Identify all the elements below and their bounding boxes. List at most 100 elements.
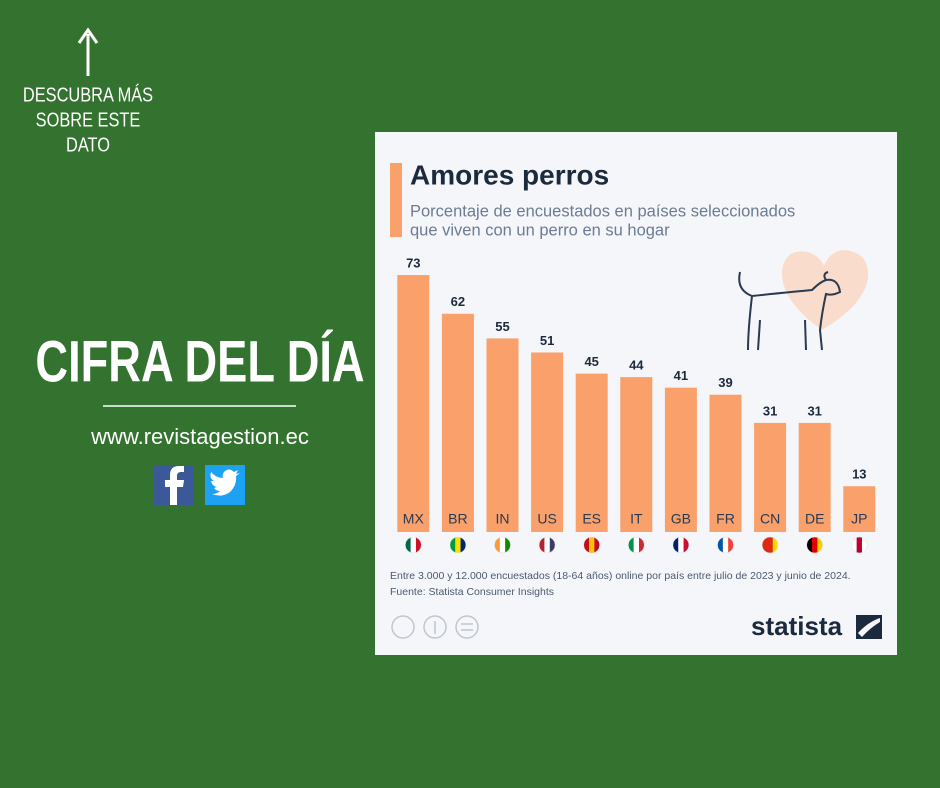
bar [709, 394, 742, 532]
bar [664, 387, 697, 532]
accent-bar [390, 163, 402, 237]
bar [620, 377, 653, 532]
flag-stripe [861, 537, 868, 553]
cta-line: DESCUBRA MÁS [23, 83, 153, 106]
chart-subtitle: que viven con un perro en su hogar [410, 221, 670, 239]
source: Fuente: Statista Consumer Insights [390, 586, 554, 598]
category-label: CN [760, 511, 780, 527]
category-label: FR [716, 511, 735, 527]
license-icons [391, 615, 479, 639]
value-label: 39 [718, 375, 732, 390]
nd-icon [455, 615, 479, 639]
flag-stripe [728, 537, 734, 553]
flag-outline [628, 536, 645, 554]
flag-stripe [499, 537, 506, 553]
flag-outline [405, 536, 422, 554]
flag-stripe [505, 537, 511, 553]
flag-stripe [544, 537, 551, 553]
flag-stripe [722, 537, 729, 553]
brand-logo-mark [858, 618, 880, 637]
flag-stripe [672, 537, 679, 553]
url: www.revistagestion.ec [90, 424, 309, 449]
flag-stripe [549, 537, 556, 553]
flag-stripe [583, 537, 590, 553]
facebook-glyph [165, 466, 184, 505]
flag-outline [717, 536, 734, 554]
flag-stripe [772, 537, 779, 553]
flag-stripe [638, 537, 645, 553]
chart-title: Amores perros [410, 159, 609, 190]
flag-stripe [405, 537, 411, 553]
flag-stripe [539, 537, 545, 553]
flag-stripe [851, 537, 857, 553]
chart-subtitle: Porcentaje de encuestados en países sele… [410, 202, 795, 220]
flag-stripe [812, 537, 818, 553]
category-label: DE [805, 511, 824, 527]
footnote: Entre 3.000 y 12.000 encuestados (18-64 … [390, 570, 851, 582]
flag-stripe [449, 537, 456, 553]
value-label: 41 [674, 368, 688, 383]
heart-icon [781, 250, 869, 330]
value-label: 45 [584, 354, 598, 369]
value-label: 51 [540, 333, 554, 348]
cta-line: SOBRE ESTE [36, 108, 141, 131]
twitter-glyph [210, 469, 240, 496]
flag-stripe [678, 537, 684, 553]
license-glyphs [434, 621, 473, 634]
flag-stripe [633, 537, 640, 553]
flag-stripe [415, 537, 422, 553]
flag-stripe [410, 537, 417, 553]
flag-stripe [628, 537, 634, 553]
flag-outline [761, 536, 779, 554]
value-label: 73 [406, 255, 420, 270]
flag-stripe [594, 537, 600, 553]
flag-outline [538, 536, 556, 554]
cta-line: DATO [66, 133, 110, 156]
category-label: IT [630, 511, 643, 527]
bar [575, 373, 608, 532]
flag-outline [806, 536, 823, 554]
value-label: 62 [451, 294, 465, 309]
arrow-head [77, 27, 99, 44]
flag-stripe [455, 537, 461, 553]
value-label: 31 [807, 403, 821, 418]
flag-stripe [494, 537, 501, 553]
bar [754, 422, 787, 532]
category-label: JP [851, 511, 867, 527]
dog-icon [738, 271, 842, 351]
flag-outline [494, 536, 511, 554]
flag-stripe [762, 537, 768, 553]
category-label: ES [582, 511, 601, 527]
category-label: IN [496, 511, 510, 527]
bar [486, 338, 519, 532]
category-label: BR [448, 511, 467, 527]
headline: CIFRA DEL DÍA [35, 330, 364, 395]
flag-stripe [767, 537, 774, 553]
bar [441, 313, 474, 532]
value-label: 31 [763, 403, 777, 418]
cc-icon [391, 615, 415, 639]
category-label: MX [403, 511, 425, 527]
by-icon [423, 615, 447, 639]
bar [531, 352, 564, 532]
bar [798, 422, 831, 532]
flag-stripe [460, 537, 466, 553]
flag-outline [449, 536, 467, 554]
flag-stripe [856, 537, 863, 553]
flag-stripe [806, 537, 813, 553]
flag-outline [672, 536, 690, 554]
cta: DESCUBRA MÁS SOBRE ESTE DATO [23, 83, 153, 156]
category-label: GB [671, 511, 691, 527]
flag-outline [851, 536, 868, 554]
flag-stripe [817, 537, 823, 553]
value-label: 44 [629, 358, 644, 373]
flag-stripe [717, 537, 724, 553]
flag-stripe [683, 537, 689, 553]
bar [397, 275, 430, 532]
value-label: 55 [495, 319, 509, 334]
bar [843, 486, 876, 532]
flag-stripe [589, 537, 595, 553]
value-label: 13 [852, 467, 866, 482]
